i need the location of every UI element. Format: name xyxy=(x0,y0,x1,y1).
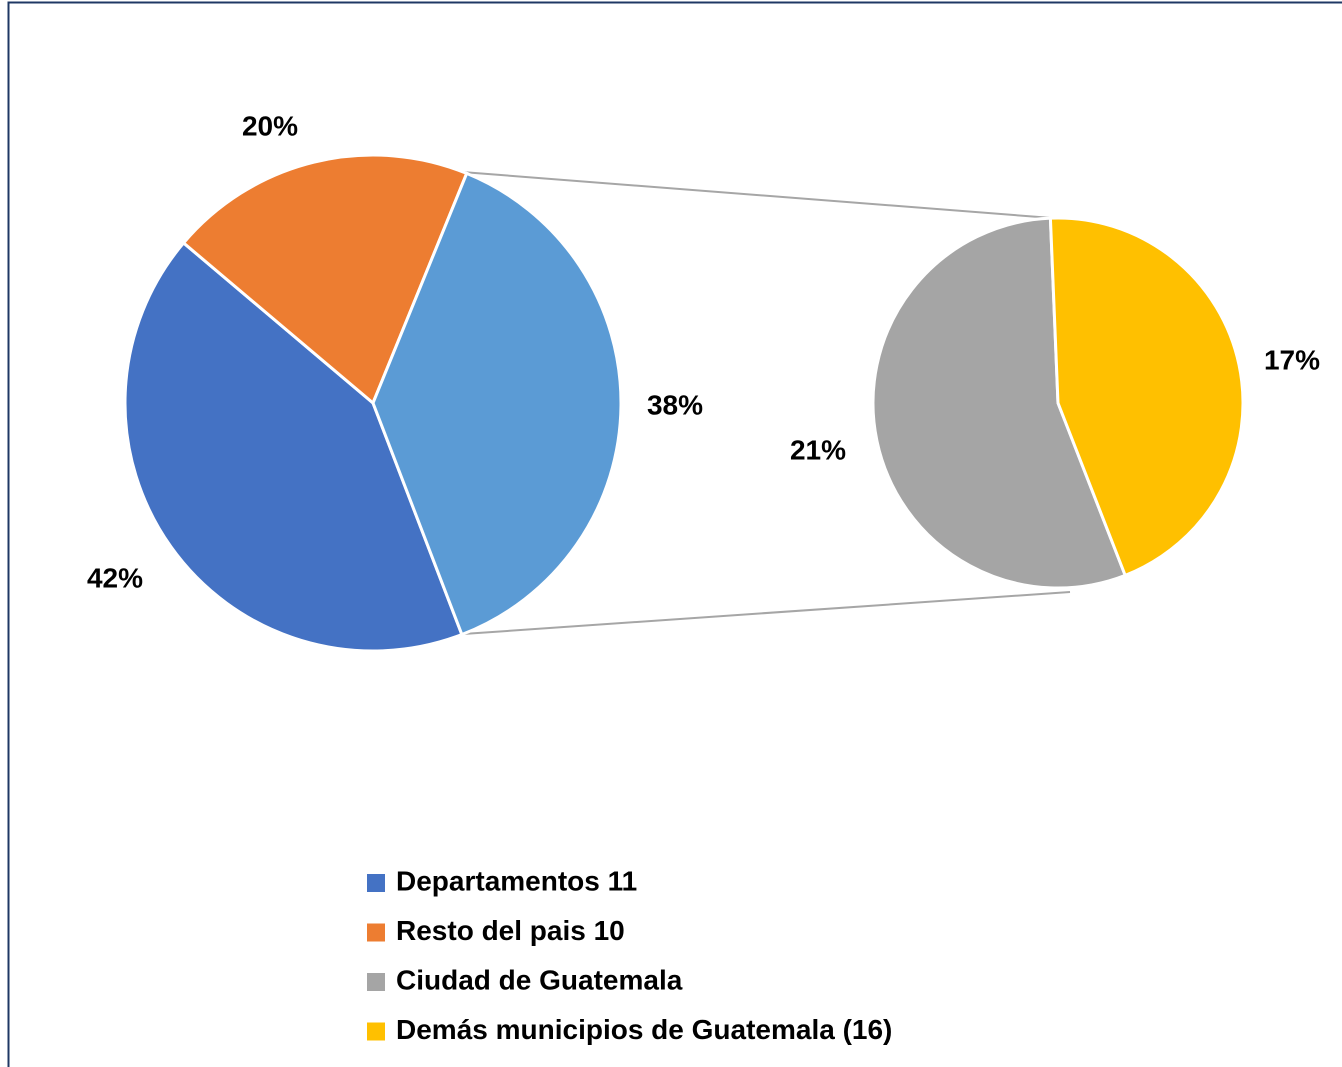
legend-label: Resto del pais 10 xyxy=(396,915,625,946)
pie-slice xyxy=(871,216,1128,590)
legend-label: Demás municipios de Guatemala (16) xyxy=(396,1014,892,1045)
legend-label: Ciudad de Guatemala xyxy=(396,964,683,995)
pie-slice xyxy=(371,171,623,637)
legend-swatch xyxy=(367,1022,385,1041)
legend-swatch xyxy=(367,874,385,892)
legend-label: Departamentos 11 xyxy=(396,865,637,896)
data-label: 21% xyxy=(790,434,846,465)
pie-slice xyxy=(1048,216,1245,578)
pie-slice xyxy=(123,240,464,653)
data-label: 17% xyxy=(1264,344,1320,375)
legend-swatch xyxy=(367,973,385,991)
connector-line xyxy=(461,171,1053,219)
data-label: 42% xyxy=(87,562,143,593)
data-label: 38% xyxy=(647,389,703,420)
data-label: 20% xyxy=(242,110,298,141)
pie-slice xyxy=(181,153,469,406)
connector-line xyxy=(462,591,1071,635)
legend-swatch xyxy=(367,923,385,942)
